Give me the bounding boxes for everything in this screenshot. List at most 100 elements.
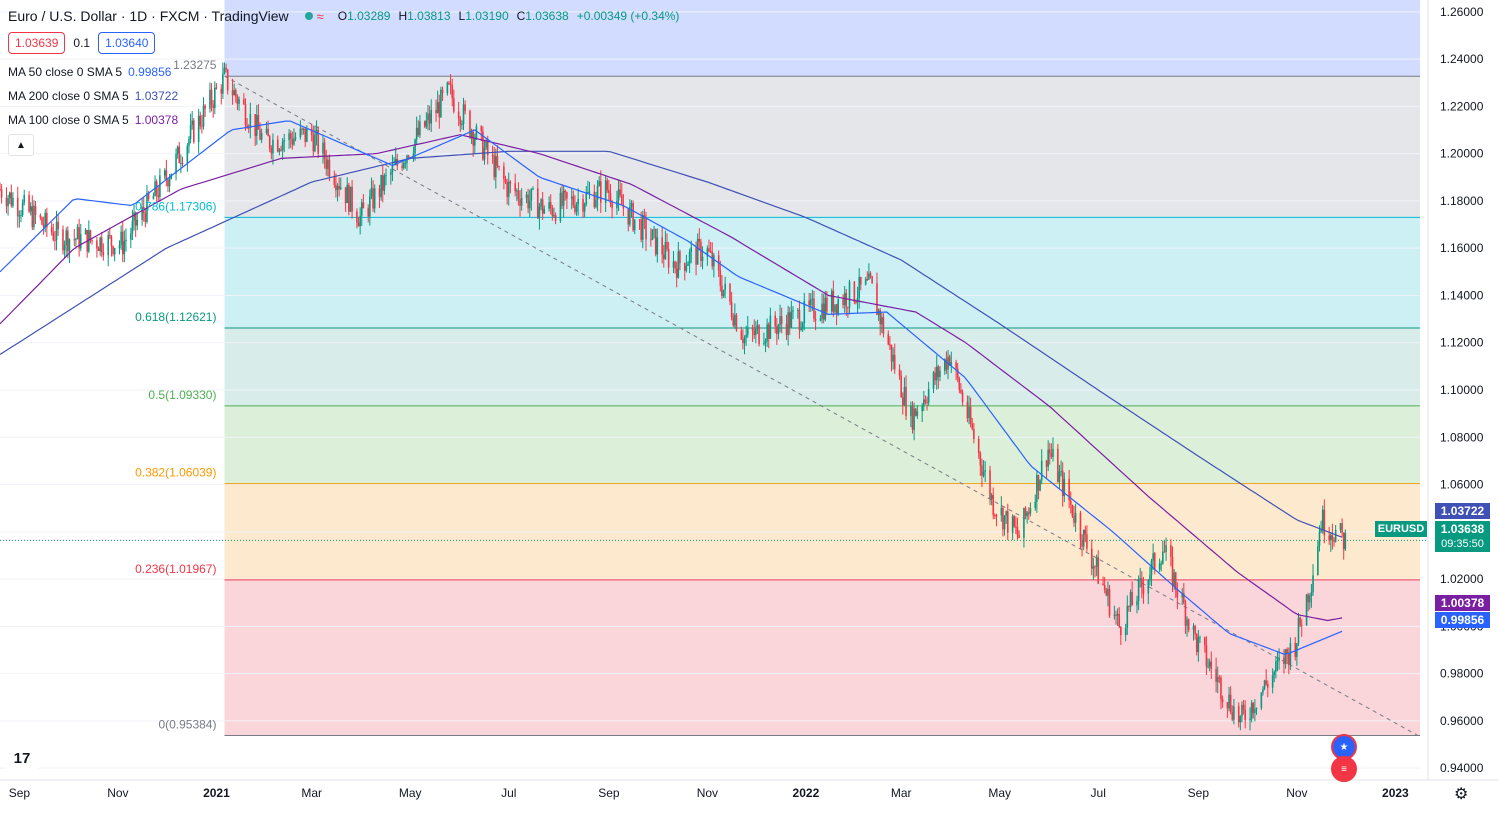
candle-body: [1131, 592, 1133, 606]
candle-body: [57, 221, 59, 230]
candle-body: [832, 290, 835, 312]
indicator-value: 0.99856: [128, 65, 172, 79]
candle-body: [1184, 603, 1187, 626]
candle-body: [336, 185, 339, 191]
candle-body: [1061, 470, 1064, 497]
candle-body: [88, 230, 90, 252]
candle-body: [572, 196, 575, 206]
candle-body: [1233, 706, 1235, 720]
candle-body: [656, 237, 659, 255]
candle-body: [260, 133, 263, 140]
candle-body: [1333, 539, 1335, 542]
candle-body: [1103, 585, 1106, 591]
candle-body: [1071, 504, 1074, 517]
candle-body: [42, 224, 45, 228]
candle-body: [1052, 448, 1054, 457]
candle-body: [236, 96, 239, 104]
candle-body: [1321, 509, 1324, 530]
last-price-tag: 1.03638: [1435, 521, 1490, 537]
candle-body: [969, 406, 972, 424]
candle-body: [617, 189, 620, 201]
chart-legend: Euro / U.S. Dollar · 1D · FXCM · Trading…: [0, 4, 679, 28]
candle-body: [1297, 617, 1300, 644]
candle-body: [758, 325, 760, 345]
candle-body: [427, 113, 429, 121]
spread-value: 0.1: [73, 36, 91, 50]
candle-body: [1174, 572, 1177, 590]
candle-body: [609, 193, 612, 203]
candle-body: [630, 202, 633, 207]
candle-body: [1197, 637, 1200, 652]
trade-buttons: 1.03639 0.1 1.03640: [8, 32, 156, 54]
candle-body: [1068, 478, 1070, 501]
candle-body: [289, 133, 292, 139]
price-tick-label: 1.02000: [1440, 572, 1484, 586]
candle-body: [766, 324, 768, 341]
candle-body: [1276, 660, 1279, 662]
buy-button[interactable]: 1.03640: [98, 32, 156, 54]
candle-body: [982, 471, 985, 476]
market-status[interactable]: ≈: [297, 9, 332, 24]
candle-body: [380, 174, 382, 198]
tradingview-logo[interactable]: 17: [6, 744, 38, 772]
gear-icon[interactable]: ⚙: [1454, 786, 1469, 803]
price-tick-label: 1.26000: [1440, 5, 1484, 19]
candle-body: [977, 438, 980, 453]
candle-body: [291, 138, 294, 145]
candle-body: [419, 121, 421, 136]
candle-body: [152, 196, 155, 200]
candle-body: [730, 301, 733, 318]
candle-body: [653, 228, 655, 230]
indicator-ma50[interactable]: MA 50 close 0 SMA 5 0.99856: [8, 65, 171, 79]
candle-body: [860, 277, 862, 285]
eu-flag-icon[interactable]: ★: [1331, 734, 1357, 760]
candle-body: [440, 89, 442, 118]
symbol-title[interactable]: Euro / U.S. Dollar · 1D · FXCM · Trading…: [8, 8, 289, 24]
candle-body: [28, 195, 30, 212]
symbol-tag: EURUSD: [1375, 521, 1427, 537]
candle-body: [871, 276, 873, 284]
candle-body: [927, 389, 930, 403]
candle-body: [1287, 653, 1290, 665]
indicator-ma200[interactable]: MA 200 close 0 SMA 5 1.03722: [8, 89, 178, 103]
candle-body: [112, 246, 114, 255]
candle-body: [1331, 535, 1334, 540]
candle-body: [543, 208, 546, 214]
candle-body: [742, 339, 744, 344]
candle-body: [751, 327, 754, 331]
candle-body: [616, 200, 618, 209]
indicator-ma100[interactable]: MA 100 close 0 SMA 5 1.00378: [8, 113, 178, 127]
candle-body: [68, 239, 71, 252]
candle-body: [223, 67, 226, 74]
candle-body: [414, 139, 416, 154]
candle-body: [822, 303, 825, 320]
collapse-legend-button[interactable]: ▲: [8, 134, 34, 156]
candle-body: [800, 328, 802, 330]
candle-body: [619, 189, 621, 195]
candle-body: [551, 207, 554, 217]
candle-body: [62, 229, 64, 251]
candle-body: [1108, 588, 1111, 616]
candle-body: [475, 126, 478, 139]
candle-body: [577, 199, 579, 205]
candle-body: [674, 261, 676, 269]
candle-body: [451, 85, 454, 99]
candle-body: [992, 495, 995, 516]
sell-button[interactable]: 1.03639: [8, 32, 66, 54]
us-flag-icon[interactable]: ≡: [1331, 756, 1357, 782]
candle-body: [780, 316, 783, 324]
candle-body: [1057, 448, 1059, 482]
candle-body: [1162, 551, 1164, 564]
candle-body: [312, 134, 315, 152]
time-tick-label: Mar: [301, 786, 322, 800]
candle-body: [163, 170, 166, 176]
time-axis-bg: [0, 780, 1499, 813]
candle-body: [824, 297, 827, 320]
market-open-icon: [304, 12, 313, 20]
candle-body: [212, 104, 214, 108]
candle-body: [1249, 718, 1251, 721]
candle-body: [213, 87, 216, 108]
candle-body: [700, 241, 702, 261]
